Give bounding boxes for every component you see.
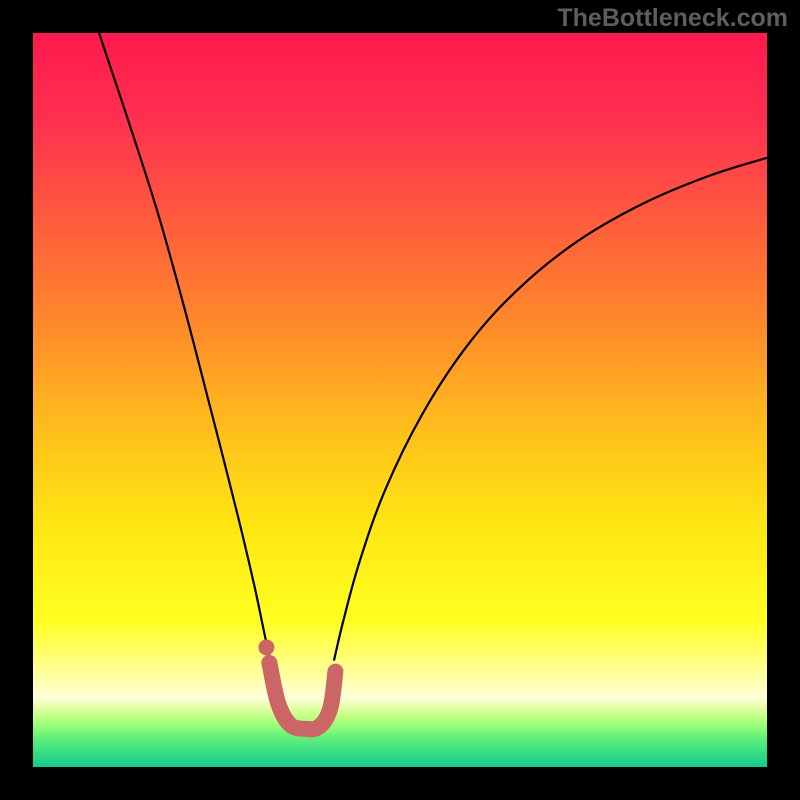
heat-gradient-bg [33,33,767,767]
main-gradient-rect [33,33,767,767]
watermark-text: TheBottleneck.com [557,4,788,33]
plot-area [33,33,767,767]
green-band-rect [33,697,767,767]
chart-frame: TheBottleneck.com [0,0,800,800]
